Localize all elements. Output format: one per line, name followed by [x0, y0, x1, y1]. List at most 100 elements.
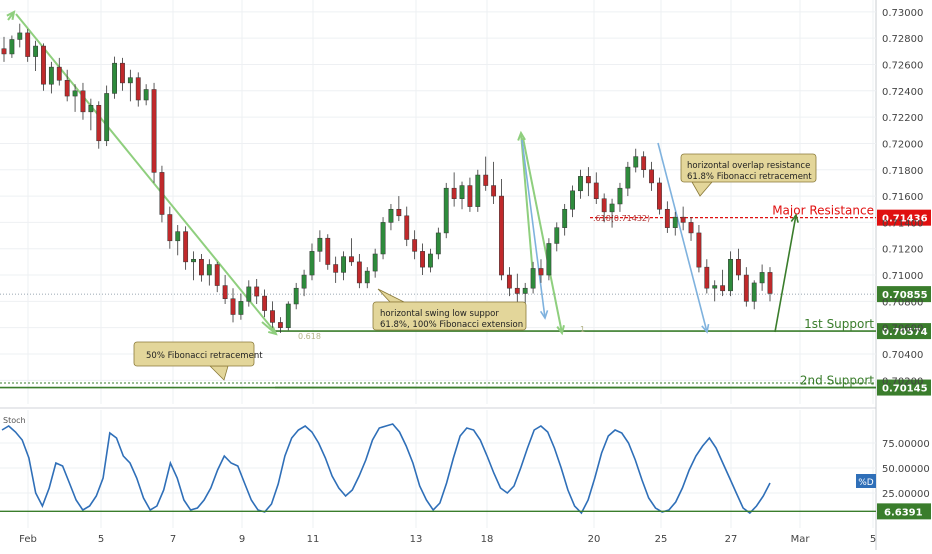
callout: 50% Fibonacci retracement: [133, 341, 263, 381]
fib-label-0618: 0.618: [298, 332, 321, 341]
y-tick-label: 0.71600: [882, 192, 923, 203]
candle-body: [680, 216, 686, 223]
axes: Feb 5 7 9 11 13 18 20 25 27 Mar 5 0.73000 0.72800 0.72…: [19, 8, 930, 545]
candle-body: [143, 89, 149, 101]
candle-body: [704, 266, 710, 289]
fib-arrow-up: [520, 132, 534, 277]
y-tick-label: 0.71800: [882, 166, 923, 177]
candle-body: [506, 274, 512, 289]
candle-body: [728, 258, 733, 292]
candle-body: [578, 176, 583, 192]
candle-body: [664, 208, 670, 228]
candle-body: [96, 105, 102, 142]
candle-body: [372, 253, 378, 272]
candle-body: [293, 287, 299, 305]
price-tag: [877, 323, 931, 340]
drawing-tools: 0.618 1 .618(0.71432): [6, 10, 799, 341]
candle-body: [491, 185, 497, 197]
candle-body: [483, 174, 489, 186]
candle-body: [641, 156, 647, 171]
candle-body: [80, 90, 86, 113]
candle-body: [191, 258, 196, 263]
x-tick-label: 13: [410, 534, 423, 545]
x-tick-label: 20: [588, 534, 601, 545]
callout-box: [372, 301, 527, 331]
x-tick-label: 5: [98, 534, 104, 545]
blue-arrow-a-head: [539, 310, 549, 320]
blue-arrow-b: [657, 142, 708, 333]
price-tag: [877, 379, 931, 396]
callout-text: horizontal swing low suppor: [380, 309, 499, 319]
candle-body: [467, 185, 473, 207]
candle-body: [48, 66, 54, 85]
y-tick-label: 0.70200: [882, 376, 923, 387]
candle-body: [88, 105, 94, 113]
x-tick-label: 7: [170, 534, 176, 545]
stochastic-panel: Stoch 6.6391 %D: [0, 416, 931, 520]
candle-body: [254, 286, 260, 297]
candle-body: [412, 239, 418, 252]
candle-body: [317, 237, 323, 252]
candle-body: [570, 190, 575, 210]
current-price-text: 0.70855: [882, 290, 928, 301]
candle-body: [159, 172, 165, 215]
x-tick-label: Mar: [791, 534, 811, 545]
candle-body: [214, 264, 220, 286]
candle-body: [443, 187, 449, 234]
candle-body: [9, 39, 15, 55]
candle-body: [364, 270, 370, 284]
fib-arrow-down-head: [556, 325, 565, 336]
candle-body: [1, 48, 7, 55]
candle-body: [649, 169, 654, 184]
candle-body: [246, 286, 252, 302]
candle-body: [25, 32, 31, 57]
y-tick-label: 0.72400: [882, 87, 923, 98]
candle-body: [657, 182, 662, 210]
candle-body: [151, 89, 157, 173]
level-label: 2nd Support: [800, 374, 874, 388]
candle-body: [222, 285, 228, 299]
candle-body: [593, 182, 599, 199]
stoch-title: Stoch: [3, 416, 26, 425]
stoch-legend-text: %D: [858, 478, 874, 488]
price-tag-text: 0.70145: [882, 384, 928, 395]
blue-arrow-b-head: [701, 323, 710, 334]
stoch-line: [1, 423, 771, 515]
candle-body: [609, 203, 615, 213]
y-tick-label: 0.70400: [882, 350, 923, 361]
candle-body: [554, 227, 560, 244]
candle-body: [380, 222, 386, 255]
current-price-tag: [877, 286, 931, 303]
candle-body: [277, 322, 283, 328]
candle-body: [301, 274, 307, 289]
level-label: 1st Support: [804, 317, 874, 331]
candle-body: [562, 208, 568, 228]
candle-body: [601, 198, 607, 213]
candle-body: [206, 264, 212, 276]
candle-body: [585, 176, 591, 184]
x-tick-label: 9: [239, 534, 245, 545]
candle-body: [633, 156, 639, 168]
candle-body: [356, 261, 362, 284]
candle-body: [135, 77, 141, 101]
candle-body: [238, 301, 244, 315]
fib-arrow-left-end-head: [268, 326, 278, 336]
price-tag-text: 0.70574: [882, 327, 928, 338]
candle-body: [538, 268, 544, 276]
candle-body: [199, 258, 204, 276]
candles: [1, 23, 773, 333]
candle-body: [767, 272, 773, 294]
target-arrow: [774, 214, 797, 333]
annotations: 50% Fibonacci retracement horizontal swin…: [133, 153, 817, 381]
candle-body: [175, 231, 181, 242]
target-arrow-head: [790, 213, 799, 223]
candle-body: [41, 45, 46, 85]
x-tick-label: Feb: [19, 534, 37, 545]
stoch-tag-text: 6.6391: [884, 507, 923, 518]
price-tag-text: 0.71436: [882, 214, 928, 225]
x-tick-label: 25: [655, 534, 668, 545]
callout-text: 50% Fibonacci retracement: [146, 351, 263, 361]
